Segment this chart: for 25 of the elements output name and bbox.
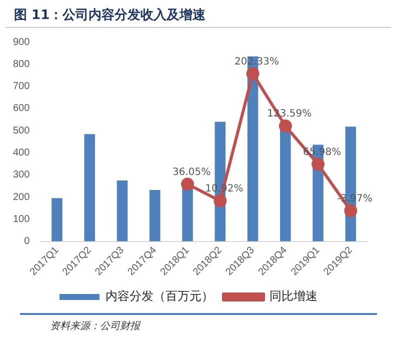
bar: [52, 198, 62, 242]
y-tick-label: 700: [12, 81, 30, 92]
point: [246, 67, 260, 80]
point: [214, 194, 227, 208]
point: [181, 178, 194, 191]
y-tick-label: 800: [12, 58, 30, 70]
bar: [84, 134, 96, 242]
y-tick-label: 100: [12, 214, 30, 225]
y-tick-label: 0: [24, 236, 30, 248]
y-tick-label: 300: [12, 170, 30, 181]
bar: [116, 180, 128, 242]
point: [312, 158, 325, 171]
legend-label: 内容分发（百万元）: [106, 289, 214, 304]
point: [278, 120, 292, 132]
y-tick-label: 200: [12, 192, 30, 203]
legend-label: 同比增速: [270, 289, 318, 304]
data-label: 36.05%: [172, 166, 211, 178]
chart-title: 图 11：公司内容分发收入及增速: [6, 0, 391, 28]
y-tick-label: 400: [12, 148, 30, 158]
y-tick-label: 600: [12, 103, 30, 114]
bar: [150, 190, 160, 242]
y-tick-label: 900: [12, 36, 30, 48]
y-tick-label: 500: [12, 125, 30, 136]
text: 资料来源：公司财报: [20, 313, 377, 337]
point: [344, 204, 358, 218]
